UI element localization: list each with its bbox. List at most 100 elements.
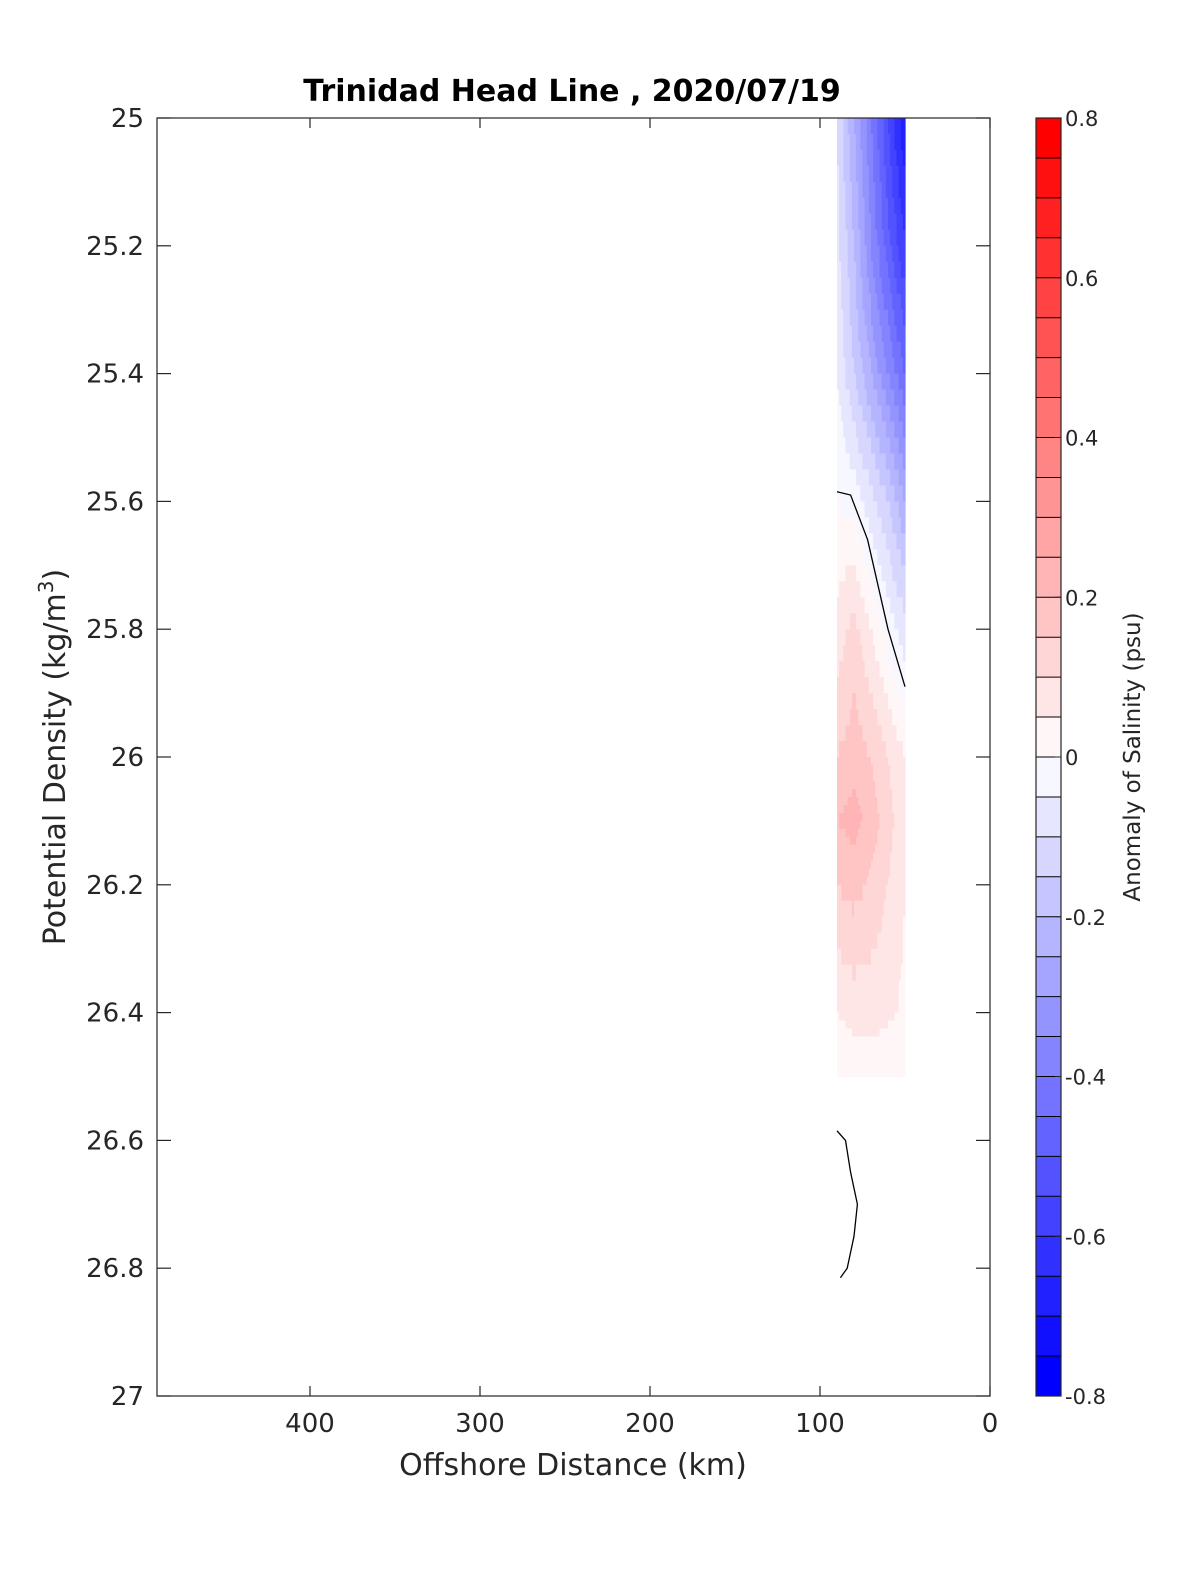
- anomaly-cell: [868, 629, 872, 646]
- anomaly-cell: [868, 852, 872, 862]
- anomaly-cell: [847, 836, 851, 846]
- anomaly-cell: [839, 133, 842, 151]
- anomaly-cell: [866, 1012, 870, 1022]
- anomaly-cell: [873, 868, 876, 878]
- anomaly-cell: [843, 565, 847, 582]
- anomaly-cell: [896, 796, 900, 806]
- anomaly-cell: [866, 629, 870, 646]
- anomaly-cell: [837, 118, 840, 135]
- anomaly-cell: [858, 852, 861, 862]
- anomaly-cell: [900, 804, 904, 814]
- anomaly-cell: [845, 820, 849, 830]
- anomaly-cell: [892, 876, 895, 886]
- anomaly-cell: [896, 517, 900, 534]
- anomaly-cell: [873, 357, 876, 375]
- anomaly-cell: [881, 764, 885, 774]
- anomaly-cell: [894, 405, 898, 423]
- anomaly-cell: [851, 341, 855, 359]
- anomaly-cell: [856, 772, 859, 782]
- anomaly-cell: [847, 996, 851, 1014]
- anomaly-cell: [851, 788, 855, 798]
- anomaly-cell: [845, 501, 849, 518]
- anomaly-cell: [888, 517, 891, 534]
- anomaly-cell: [881, 780, 885, 790]
- anomaly-cell: [864, 836, 868, 846]
- anomaly-cell: [839, 421, 842, 439]
- anomaly-cell: [845, 1028, 849, 1038]
- anomaly-cell: [858, 213, 861, 231]
- anomaly-cell: [898, 293, 902, 311]
- anomaly-cell: [864, 373, 868, 391]
- anomaly-cell: [854, 1052, 857, 1062]
- anomaly-cell: [841, 741, 844, 758]
- anomaly-cell: [898, 629, 902, 646]
- anomaly-cell: [879, 309, 883, 327]
- anomaly-cell: [854, 764, 857, 774]
- anomaly-cell: [839, 261, 842, 279]
- zero-contour-line: [836, 491, 906, 687]
- anomaly-cell: [858, 405, 861, 423]
- anomaly-cell: [854, 780, 857, 790]
- anomaly-cell: [866, 197, 870, 215]
- anomaly-cell: [854, 293, 857, 311]
- anomaly-cell: [894, 812, 898, 822]
- anomaly-cell: [898, 836, 902, 846]
- anomaly-cell: [851, 876, 855, 886]
- anomaly-cell: [900, 996, 904, 1014]
- anomaly-cell: [898, 860, 902, 870]
- anomaly-cell: [841, 948, 844, 966]
- anomaly-cell: [864, 996, 868, 1014]
- anomaly-cell: [888, 796, 891, 806]
- anomaly-cell: [892, 677, 895, 694]
- anomaly-cell: [847, 485, 851, 502]
- anomaly-cell: [890, 844, 893, 854]
- anomaly-cell: [858, 501, 861, 518]
- anomaly-cell: [875, 1044, 878, 1054]
- anomaly-cell: [900, 277, 904, 295]
- anomaly-cell: [873, 213, 876, 231]
- anomaly-cell: [851, 613, 855, 630]
- anomaly-cell: [849, 197, 853, 215]
- anomaly-cell: [902, 437, 906, 455]
- anomaly-cell: [898, 389, 902, 407]
- anomaly-cell: [845, 900, 849, 918]
- anomaly-cell: [902, 1068, 906, 1078]
- anomaly-cell: [860, 181, 864, 199]
- y-tick-label: 26.4: [86, 999, 144, 1029]
- x-tick-label: 0: [982, 1409, 999, 1439]
- anomaly-cell: [896, 1052, 900, 1062]
- anomaly-cell: [881, 772, 885, 782]
- anomaly-cell: [856, 693, 859, 710]
- anomaly-cell: [881, 517, 885, 534]
- anomaly-cell: [873, 373, 876, 391]
- anomaly-cell: [902, 900, 906, 918]
- anomaly-cell: [856, 405, 859, 423]
- anomaly-cell: [877, 860, 881, 870]
- anomaly-cell: [843, 964, 847, 982]
- anomaly-cell: [839, 469, 842, 487]
- anomaly-cell: [888, 181, 891, 199]
- anomaly-cell: [839, 533, 842, 550]
- anomaly-cell: [885, 261, 889, 279]
- anomaly-cell: [883, 261, 887, 279]
- anomaly-cell: [847, 852, 851, 862]
- anomaly-cell: [902, 1060, 906, 1070]
- anomaly-cell: [841, 709, 844, 726]
- anomaly-cell: [888, 341, 891, 359]
- anomaly-cell: [839, 980, 842, 998]
- anomaly-cell: [877, 1036, 881, 1046]
- anomaly-cell: [902, 389, 906, 407]
- anomaly-cell: [902, 876, 906, 886]
- anomaly-cell: [902, 517, 906, 534]
- anomaly-cell: [881, 197, 885, 215]
- anomaly-cell: [862, 533, 866, 550]
- anomaly-cell: [894, 661, 898, 678]
- anomaly-cell: [902, 133, 906, 151]
- anomaly-cell: [877, 693, 881, 710]
- anomaly-cell: [898, 1028, 902, 1038]
- anomaly-cell: [841, 1012, 844, 1022]
- anomaly-cell: [892, 197, 895, 215]
- anomaly-cell: [885, 469, 889, 487]
- anomaly-cell: [847, 629, 851, 646]
- anomaly-cell: [896, 597, 900, 614]
